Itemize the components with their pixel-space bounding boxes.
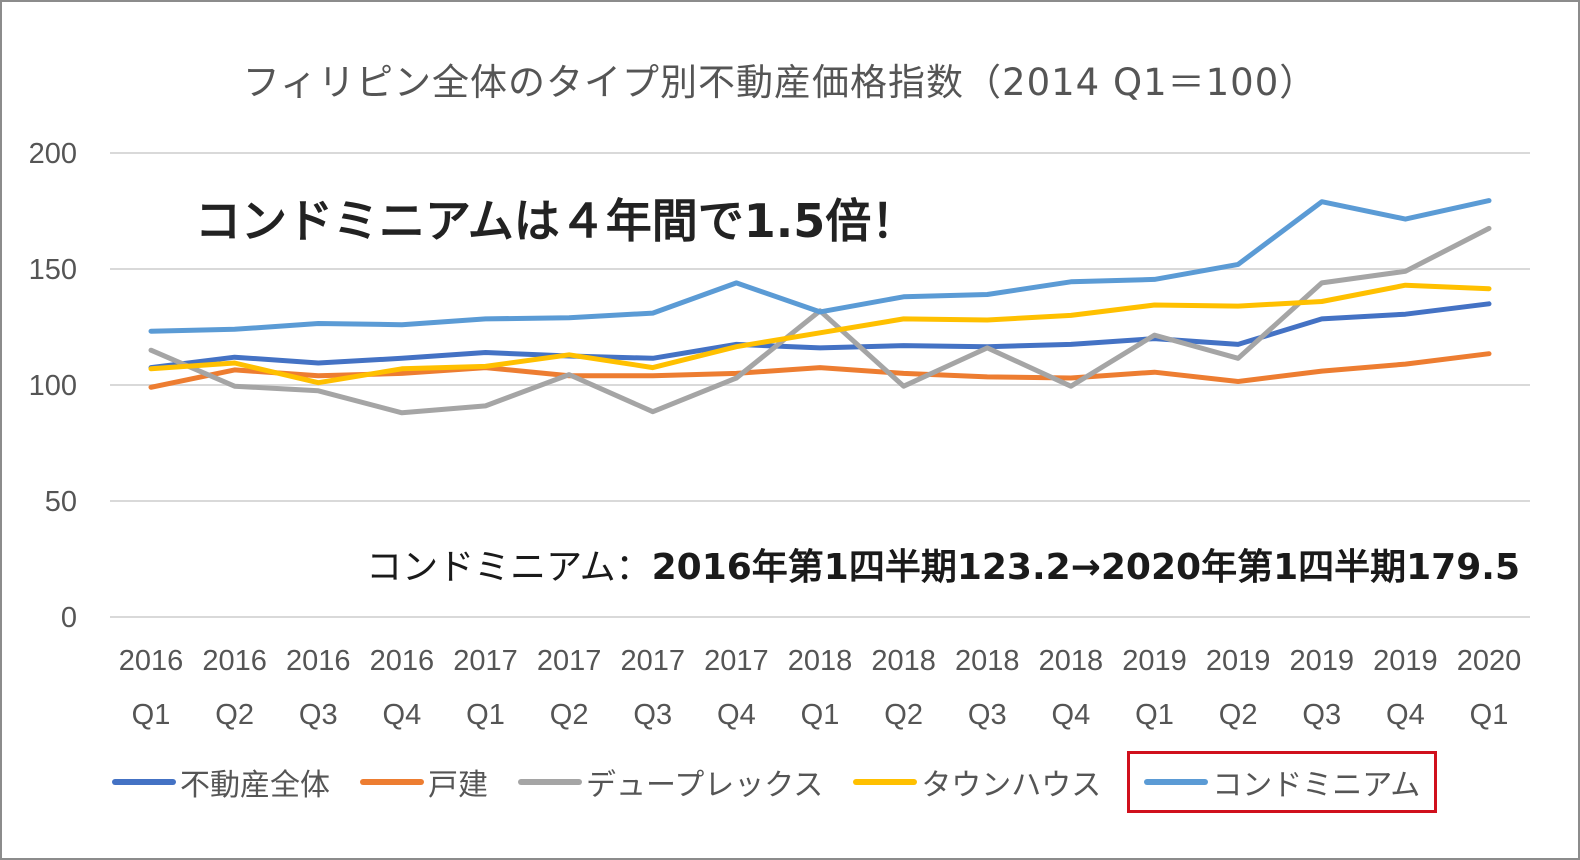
legend-label: デュープレックス [586, 768, 824, 803]
legend-label: 不動産全体 [180, 768, 330, 803]
legend-swatch [1144, 779, 1209, 785]
x-tick-year: 2019 [1289, 645, 1354, 677]
x-tick-quarter: Q1 [132, 699, 171, 731]
series-lines [148, 198, 1492, 416]
x-tick-quarter: Q1 [1470, 699, 1509, 731]
y-tick-label: 200 [29, 138, 77, 170]
x-tick-year: 2017 [453, 645, 518, 677]
legend-item-4: タウンハウス [853, 760, 1101, 804]
x-tick-year: 2019 [1122, 645, 1187, 677]
note-prefix: コンドミニアム： [366, 547, 652, 588]
x-tick-quarter: Q3 [299, 699, 338, 731]
legend-swatch [112, 779, 176, 785]
x-tick-year: 2017 [620, 645, 685, 677]
x-axis-ticks: 2016 Q1 2016 Q2 2016 Q3 2016 Q4 2017 Q1 2017 Q2 2017… [119, 645, 1522, 731]
x-tick-quarter: Q4 [717, 699, 756, 731]
x-tick-quarter: Q4 [1386, 699, 1425, 731]
y-tick-label: 50 [45, 486, 77, 518]
x-tick-quarter: Q3 [633, 699, 672, 731]
legend-label: 戸建 [428, 768, 488, 803]
x-tick-year: 2016 [119, 645, 184, 677]
note-value: 2016年第1四半期123.2→2020年第1四半期179.5 [651, 547, 1520, 588]
x-tick-year: 2016 [286, 645, 351, 677]
x-tick-year: 2017 [704, 645, 769, 677]
x-tick-quarter: Q2 [884, 699, 923, 731]
x-tick-year: 2018 [788, 645, 853, 677]
legend-label: タウンハウス [921, 768, 1102, 803]
x-tick-quarter: Q2 [215, 699, 254, 731]
legend-label: コンドミニアム [1212, 768, 1421, 803]
x-tick-year: 2018 [955, 645, 1020, 677]
x-tick-year: 2020 [1457, 645, 1522, 677]
x-tick-quarter: Q1 [801, 699, 840, 731]
callout-headline: コンドミニアムは４年間で1.5倍！ [195, 194, 918, 248]
legend-swatch [853, 779, 918, 785]
x-tick-quarter: Q1 [1135, 699, 1174, 731]
legend-swatch [518, 779, 582, 785]
legend-swatch [360, 779, 424, 785]
x-tick-quarter: Q3 [968, 699, 1007, 731]
x-tick-quarter: Q2 [1219, 699, 1258, 731]
x-tick-year: 2018 [1039, 645, 1104, 677]
x-tick-year: 2016 [202, 645, 267, 677]
legend: 不動産全体 戸建 デュープレックス タウンハウス コンドミニアム [112, 751, 1467, 813]
x-tick-year: 2018 [871, 645, 936, 677]
gridlines [110, 152, 1530, 618]
x-tick-quarter: Q3 [1302, 699, 1341, 731]
x-tick-quarter: Q4 [1052, 699, 1091, 731]
y-tick-label: 150 [29, 254, 77, 286]
y-axis-ticks: 0 50 100 150 200 [29, 138, 77, 634]
legend-item-2: 戸建 [360, 760, 488, 804]
x-tick-year: 2016 [370, 645, 435, 677]
legend-item-5: コンドミニアム [1127, 751, 1438, 813]
series-line-5 [148, 198, 1492, 334]
condominium-note: コンドミニアム：2016年第1四半期123.2→2020年第1四半期179.5 [366, 538, 1520, 590]
x-tick-year: 2019 [1206, 645, 1271, 677]
series-line-4 [148, 282, 1492, 386]
legend-item-1: 不動産全体 [112, 760, 330, 804]
chart-title: フィリピン全体のタイプ別不動産価格指数（2014 Q1＝100） [242, 61, 1318, 104]
x-tick-quarter: Q4 [383, 699, 422, 731]
x-tick-year: 2019 [1373, 645, 1438, 677]
x-tick-quarter: Q2 [550, 699, 589, 731]
y-tick-label: 0 [61, 602, 77, 634]
y-tick-label: 100 [29, 370, 77, 402]
legend-item-3: デュープレックス [518, 760, 823, 804]
x-tick-year: 2017 [537, 645, 602, 677]
x-tick-quarter: Q1 [466, 699, 505, 731]
